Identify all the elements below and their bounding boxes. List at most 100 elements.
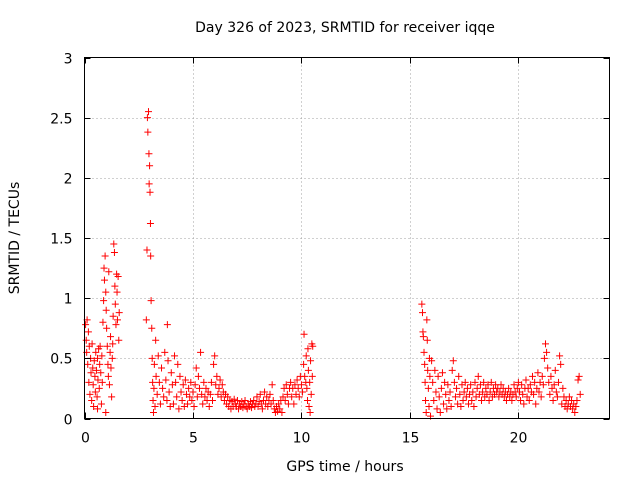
data-point [112,321,120,329]
data-point [142,316,150,324]
data-point [482,384,490,392]
data-point [456,390,464,398]
data-point [91,388,99,396]
data-point [146,188,154,196]
x-tick-label: 20 [510,431,528,447]
grid-lines [84,57,610,419]
data-point [99,318,107,326]
x-tick-label: 0 [81,431,90,447]
data-point [102,306,110,314]
data-point [525,396,533,404]
data-point [215,384,223,392]
data-point [447,402,455,410]
data-point [436,408,444,416]
data-point [105,268,113,276]
data-point [282,381,290,389]
data-point [146,220,154,228]
data-point [159,384,167,392]
data-point [156,400,164,408]
data-point [95,384,103,392]
data-point [535,388,543,396]
data-point [149,378,157,386]
data-point [565,393,573,401]
data-point [469,388,477,396]
data-point [100,297,108,305]
data-point [540,354,548,362]
data-point [295,393,303,401]
data-point [152,372,160,380]
data-point [150,384,158,392]
data-point [109,312,117,320]
plot-frame [84,57,610,419]
data-point [532,400,540,408]
y-tick-label: 0 [64,413,73,429]
data-point [103,342,111,350]
data-point [143,114,151,122]
data-point [444,381,452,389]
y-tick-label: 3 [64,52,73,68]
data-point [93,393,101,401]
data-point [102,408,110,416]
data-point [86,390,94,398]
data-point [186,393,194,401]
data-point [422,408,430,416]
data-point [446,388,454,396]
data-point [538,372,546,380]
data-point [448,366,456,374]
data-point [98,378,106,386]
data-point [88,340,96,348]
data-point [487,378,495,386]
data-point [467,381,475,389]
data-point [217,393,225,401]
data-point [544,364,552,372]
data-point [172,378,180,386]
data-point [279,393,287,401]
data-point [167,369,175,377]
data-point [266,390,274,398]
data-point [188,396,196,404]
data-point [103,324,111,332]
data-point [150,360,158,368]
data-point [145,150,153,158]
data-point [82,336,90,344]
data-point [92,366,100,374]
data-point [113,316,121,324]
data-point [485,396,493,404]
data-point [163,321,171,329]
data-point [306,408,314,416]
data-point [190,402,198,410]
data-point [307,357,315,365]
data-point [459,396,467,404]
data-point [200,378,208,386]
data-point [199,400,207,408]
data-point [575,372,583,380]
data-point [281,396,289,404]
data-point [89,381,97,389]
data-point [197,348,205,356]
data-point [426,372,434,380]
data-point [548,384,556,392]
data-point [432,388,440,396]
data-point [176,372,184,380]
data-point [106,348,114,356]
data-point [474,372,482,380]
data-point [420,348,428,356]
data-point [418,309,426,317]
data-point [305,402,313,410]
y-axis-label: SRMTID / TECUs [7,182,23,295]
y-tick-label: 1 [64,292,73,308]
data-point [574,376,582,384]
data-point [193,393,201,401]
data-point [450,378,458,386]
data-point [512,393,520,401]
data-point [230,395,238,403]
data-point [301,372,309,380]
data-point [211,352,219,360]
data-point [109,340,117,348]
data-points [82,108,584,420]
data-point [299,388,307,396]
data-point [110,240,118,248]
data-point [553,393,561,401]
data-point [98,352,106,360]
